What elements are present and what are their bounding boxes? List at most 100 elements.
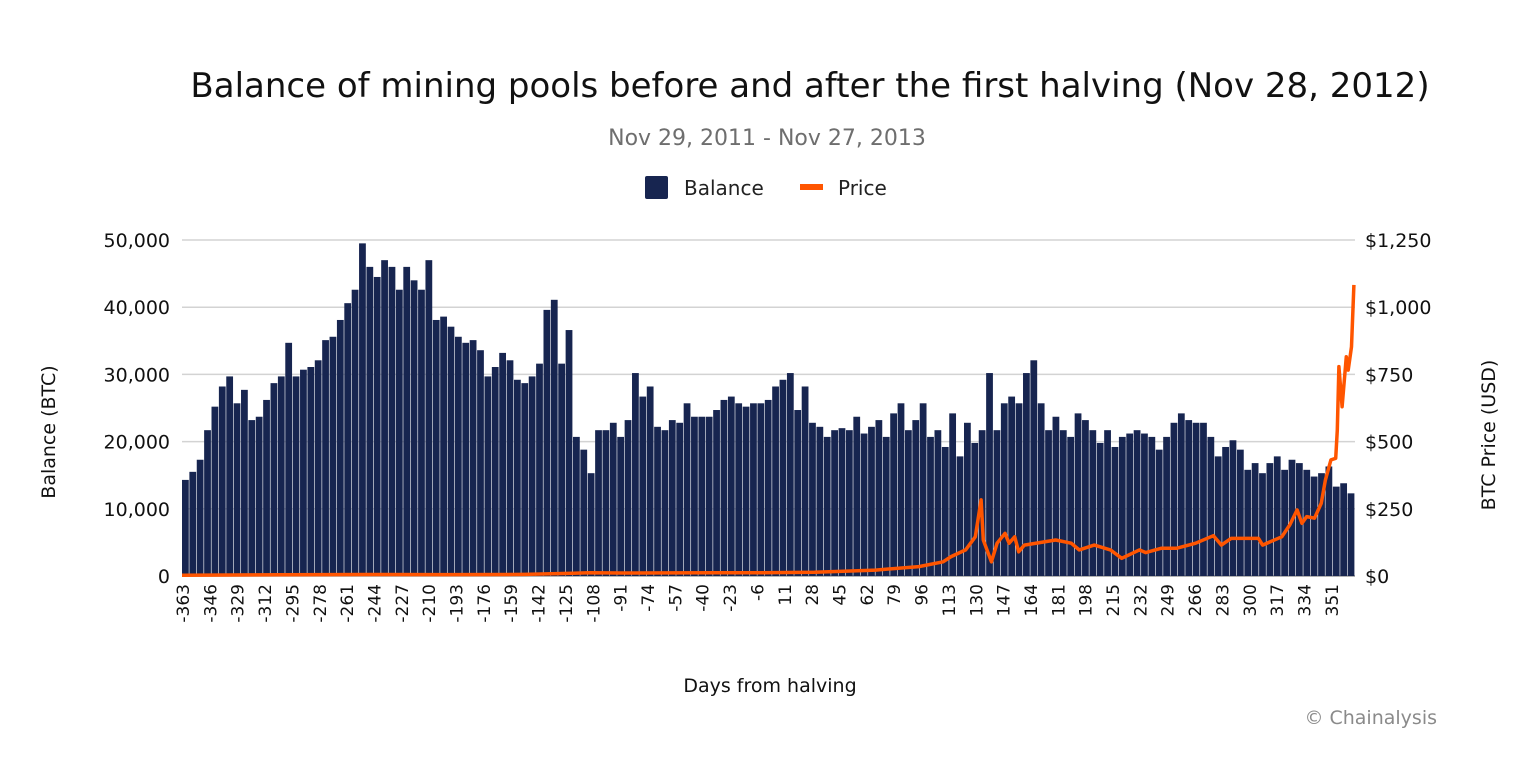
balance-bar [1244, 469, 1252, 576]
balance-bar [366, 266, 374, 576]
balance-bar [314, 360, 322, 576]
balance-bar [757, 403, 765, 576]
balance-bar [300, 369, 307, 576]
balance-bar [440, 316, 447, 576]
balance-bar [1170, 422, 1178, 576]
y-axis-left-title: Balance (BTC) [38, 365, 60, 498]
x-tick-label: 130 [967, 584, 987, 616]
balance-bar [934, 430, 942, 576]
x-tick-label: 28 [803, 584, 823, 606]
balance-bar [1266, 463, 1274, 576]
balance-bar [1200, 422, 1207, 576]
balance-bar [890, 413, 898, 576]
balance-bar [831, 430, 838, 576]
balance-bar [949, 413, 957, 576]
balance-bar [182, 479, 189, 576]
balance-bar [868, 426, 875, 576]
x-tick-label: -125 [557, 584, 577, 623]
balance-bar [1030, 360, 1038, 576]
balance-bar [403, 266, 411, 576]
x-tick-label: -74 [639, 584, 659, 612]
y-tick-label-left: 30,000 [104, 364, 170, 386]
balance-bar [204, 430, 211, 576]
x-tick-label: -23 [721, 584, 741, 612]
balance-bar [602, 430, 610, 576]
balance-bar [971, 442, 979, 576]
x-tick-label: 113 [940, 584, 960, 616]
balance-bar [580, 449, 588, 576]
balance-bar [196, 459, 204, 576]
balance-bar [1229, 440, 1237, 576]
x-tick-label: -91 [612, 584, 632, 612]
balance-bar [632, 373, 639, 576]
balance-bar [484, 376, 492, 576]
balance-bar [1251, 463, 1259, 576]
balance-bar [395, 289, 403, 576]
balance-bar [964, 422, 971, 576]
x-tick-label: -329 [229, 584, 249, 623]
balance-bar [1037, 403, 1045, 576]
balance-bar [735, 403, 743, 576]
balance-bar [329, 336, 337, 576]
legend-swatch-price [800, 184, 823, 190]
balance-bar [1207, 436, 1215, 576]
balance-bar [1332, 486, 1340, 576]
balance-bar [536, 363, 543, 576]
x-tick-label: -278 [311, 584, 331, 623]
balance-bar [912, 420, 920, 576]
x-tick-label: 300 [1241, 584, 1261, 616]
balance-bar [941, 446, 949, 576]
balance-bar [1163, 436, 1170, 576]
y-tick-label-left: 40,000 [104, 297, 170, 319]
balance-bar [270, 383, 278, 576]
balance-bar [351, 289, 359, 576]
x-tick-label: 334 [1296, 584, 1316, 616]
legend-item-balance[interactable]: Balance [645, 176, 764, 200]
balance-bar [359, 243, 366, 577]
balance-bar [1008, 396, 1016, 576]
balance-bar [1045, 430, 1052, 576]
x-tick-label: -244 [365, 584, 385, 623]
balance-bar [882, 436, 890, 576]
balance-bar [558, 363, 566, 576]
y-tick-label-right: $1,000 [1365, 297, 1431, 319]
balance-bar [1236, 449, 1244, 576]
balance-bar [528, 376, 536, 576]
balance-bar [226, 376, 234, 576]
balance-bar [823, 436, 831, 576]
x-tick-label: 45 [830, 584, 850, 606]
balance-bar [587, 473, 595, 576]
balance-bar [432, 319, 440, 576]
balance-bar [344, 303, 352, 576]
balance-bar [447, 326, 455, 576]
balance-bar [550, 299, 558, 576]
chainalysis-credit: © Chainalysis [1304, 707, 1437, 729]
balance-bar [927, 436, 934, 576]
x-tick-label: 11 [776, 584, 796, 606]
x-tick-label: -295 [283, 584, 303, 623]
x-tick-label: 317 [1268, 584, 1288, 616]
balance-bar [285, 342, 293, 576]
legend-item-price[interactable]: Price [800, 176, 887, 200]
y-tick-label-left: 20,000 [104, 432, 170, 454]
balance-bar [1318, 473, 1325, 576]
balance-bar [1052, 416, 1060, 576]
balance-bar [668, 420, 676, 576]
y-tick-label-right: $1,250 [1365, 230, 1431, 252]
balance-bar [727, 396, 735, 576]
legend-label-price: Price [838, 176, 887, 200]
balance-bar [1281, 469, 1289, 576]
x-tick-label: 164 [1022, 584, 1042, 616]
x-tick-label: 266 [1186, 584, 1206, 616]
x-tick-label: -159 [502, 584, 522, 623]
balance-bar [904, 430, 912, 576]
balance-bar [1273, 456, 1281, 576]
x-tick-label: -108 [584, 584, 604, 623]
balance-bar [1015, 403, 1023, 576]
balance-bar [845, 430, 853, 576]
balance-bar [1192, 422, 1200, 576]
balance-bar [742, 406, 750, 576]
balance-bar [454, 336, 462, 576]
balance-bar [1089, 430, 1097, 576]
